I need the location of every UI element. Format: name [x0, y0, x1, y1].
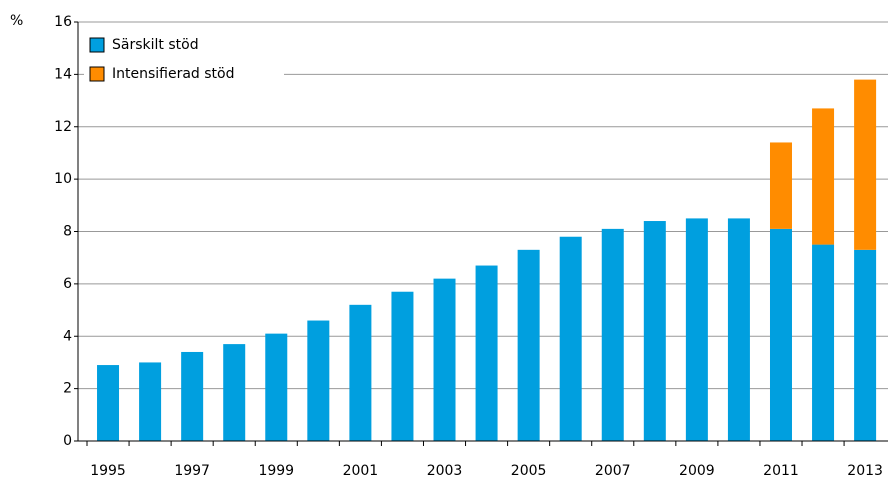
bar-segment: [601, 228, 624, 441]
x-tick-label: 2001: [343, 463, 379, 479]
x-tick-label: 1997: [174, 463, 210, 479]
y-tick-label: 6: [63, 276, 72, 292]
bar-segment: [307, 320, 330, 441]
bar-segment: [97, 365, 120, 441]
x-tick-label: 2013: [847, 463, 883, 479]
bar-segment: [769, 228, 792, 441]
x-tick-label: 2003: [427, 463, 463, 479]
y-tick-label: 2: [63, 381, 72, 397]
x-tick-label: 2007: [595, 463, 631, 479]
bar-segment: [812, 108, 835, 245]
legend-swatch: [89, 66, 105, 82]
x-tick-label: 1995: [90, 463, 126, 479]
x-tick-label: 1999: [258, 463, 294, 479]
legend-label: Särskilt stöd: [112, 37, 199, 53]
bar-segment: [391, 291, 414, 441]
x-tick-label: 2009: [679, 463, 715, 479]
bar-segment: [643, 221, 666, 441]
y-tick-label: 4: [63, 328, 72, 344]
y-tick-label: 10: [54, 171, 72, 187]
legend-label: Intensifierad stöd: [112, 66, 235, 82]
y-tick-label: 12: [54, 119, 72, 135]
bar-segment: [517, 249, 540, 441]
bar-segment: [181, 351, 204, 441]
y-tick-label: 16: [54, 14, 72, 30]
bar-segment: [812, 244, 835, 441]
y-tick-label: 0: [63, 433, 72, 449]
x-tick-label: 2011: [763, 463, 799, 479]
legend-swatch: [89, 37, 105, 53]
bar-segment: [727, 218, 750, 441]
y-tick-label: 14: [54, 66, 72, 82]
bar-segment: [559, 236, 582, 441]
bar-segment: [475, 265, 498, 441]
bar-segment: [223, 344, 246, 441]
bar-segment: [769, 142, 792, 229]
bar-segment: [349, 304, 372, 441]
bar-segment: [433, 278, 456, 441]
y-tick-label: 8: [63, 224, 72, 240]
y-axis-label: %: [10, 13, 23, 29]
legend-box: [84, 30, 284, 88]
bar-segment: [854, 79, 877, 250]
bar-segment: [685, 218, 708, 441]
x-tick-label: 2005: [511, 463, 547, 479]
bar-segment: [265, 333, 288, 441]
bar-segment: [854, 249, 877, 441]
bar-segment: [139, 362, 162, 441]
